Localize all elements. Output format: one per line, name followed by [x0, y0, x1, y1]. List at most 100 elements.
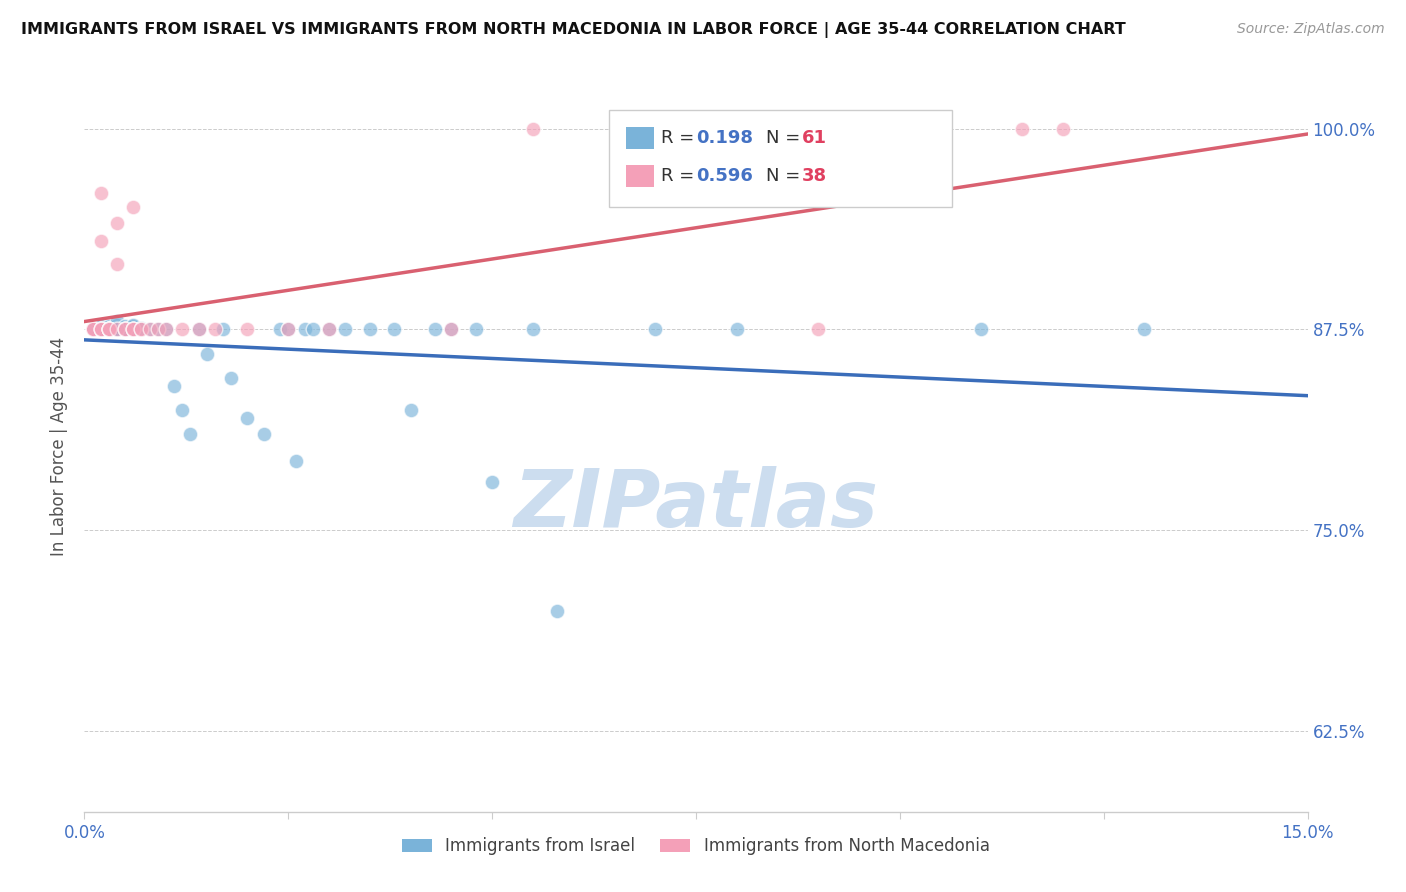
Point — [122, 319, 145, 334]
Point — [122, 322, 145, 336]
Text: Source: ZipAtlas.com: Source: ZipAtlas.com — [1237, 22, 1385, 37]
Point — [301, 322, 323, 336]
Point — [105, 318, 128, 332]
Point — [195, 346, 218, 360]
Point — [105, 322, 128, 336]
Y-axis label: In Labor Force | Age 35-44: In Labor Force | Age 35-44 — [51, 336, 69, 556]
Point — [285, 454, 308, 468]
Point — [318, 322, 340, 336]
Point — [97, 322, 120, 336]
Point — [105, 321, 128, 335]
Point — [90, 322, 112, 336]
Point — [105, 322, 128, 336]
Point — [253, 426, 276, 441]
Point — [318, 322, 340, 336]
Point — [131, 322, 153, 336]
Point — [82, 321, 104, 335]
Point — [97, 322, 120, 336]
Text: 0.198: 0.198 — [696, 129, 754, 147]
Point — [114, 321, 136, 335]
Point — [131, 321, 153, 335]
Point — [97, 322, 120, 336]
Point — [807, 322, 830, 336]
Text: 61: 61 — [801, 129, 827, 147]
Point — [138, 322, 160, 336]
Point — [122, 322, 145, 336]
Point — [90, 234, 112, 248]
Point — [114, 322, 136, 336]
Point — [114, 322, 136, 336]
Point — [464, 322, 486, 336]
Point — [725, 322, 748, 336]
Point — [105, 216, 128, 230]
Point — [970, 322, 993, 336]
Point — [172, 402, 194, 417]
Point — [105, 322, 128, 336]
Point — [219, 370, 242, 384]
Text: R =: R = — [661, 167, 700, 185]
Text: N =: N = — [766, 129, 806, 147]
Point — [155, 322, 177, 336]
Point — [269, 322, 291, 336]
Point — [97, 322, 120, 336]
Point — [90, 322, 112, 336]
Point — [114, 322, 136, 336]
Point — [179, 426, 201, 441]
Point — [481, 475, 503, 490]
Point — [236, 410, 259, 425]
Point — [97, 322, 120, 336]
Point — [1011, 121, 1033, 136]
Point — [1133, 322, 1156, 336]
Point — [90, 322, 112, 336]
Point — [90, 319, 112, 334]
Point — [382, 322, 405, 336]
Point — [114, 322, 136, 336]
Point — [1052, 121, 1074, 136]
Point — [546, 604, 568, 618]
Point — [105, 256, 128, 270]
Point — [82, 322, 104, 336]
Point — [97, 319, 120, 334]
Point — [440, 322, 463, 336]
Point — [82, 322, 104, 336]
Point — [146, 322, 169, 336]
Point — [155, 322, 177, 336]
Text: N =: N = — [766, 167, 806, 185]
Point — [97, 322, 120, 336]
Point — [236, 322, 259, 336]
Point — [97, 321, 120, 335]
Point — [105, 319, 128, 334]
Point — [187, 322, 209, 336]
Point — [122, 322, 145, 336]
Point — [105, 322, 128, 336]
Point — [131, 322, 153, 336]
Point — [399, 402, 422, 417]
Point — [187, 322, 209, 336]
Point — [522, 322, 544, 336]
Text: IMMIGRANTS FROM ISRAEL VS IMMIGRANTS FROM NORTH MACEDONIA IN LABOR FORCE | AGE 3: IMMIGRANTS FROM ISRAEL VS IMMIGRANTS FRO… — [21, 22, 1126, 38]
Point — [90, 322, 112, 336]
Text: 0.596: 0.596 — [696, 167, 752, 185]
Text: 38: 38 — [801, 167, 827, 185]
Point — [82, 322, 104, 336]
Point — [97, 322, 120, 336]
Point — [423, 322, 446, 336]
Point — [131, 322, 153, 336]
Point — [122, 322, 145, 336]
Point — [294, 322, 316, 336]
Point — [105, 314, 128, 328]
Point — [114, 322, 136, 336]
Legend: Immigrants from Israel, Immigrants from North Macedonia: Immigrants from Israel, Immigrants from … — [395, 830, 997, 862]
Point — [90, 186, 112, 200]
Point — [146, 322, 169, 336]
Point — [114, 319, 136, 334]
Point — [122, 322, 145, 336]
Point — [440, 322, 463, 336]
Point — [522, 121, 544, 136]
Point — [359, 322, 381, 336]
Text: R =: R = — [661, 129, 700, 147]
Point — [212, 322, 235, 336]
Point — [277, 322, 299, 336]
Point — [138, 322, 160, 336]
Point — [82, 322, 104, 336]
